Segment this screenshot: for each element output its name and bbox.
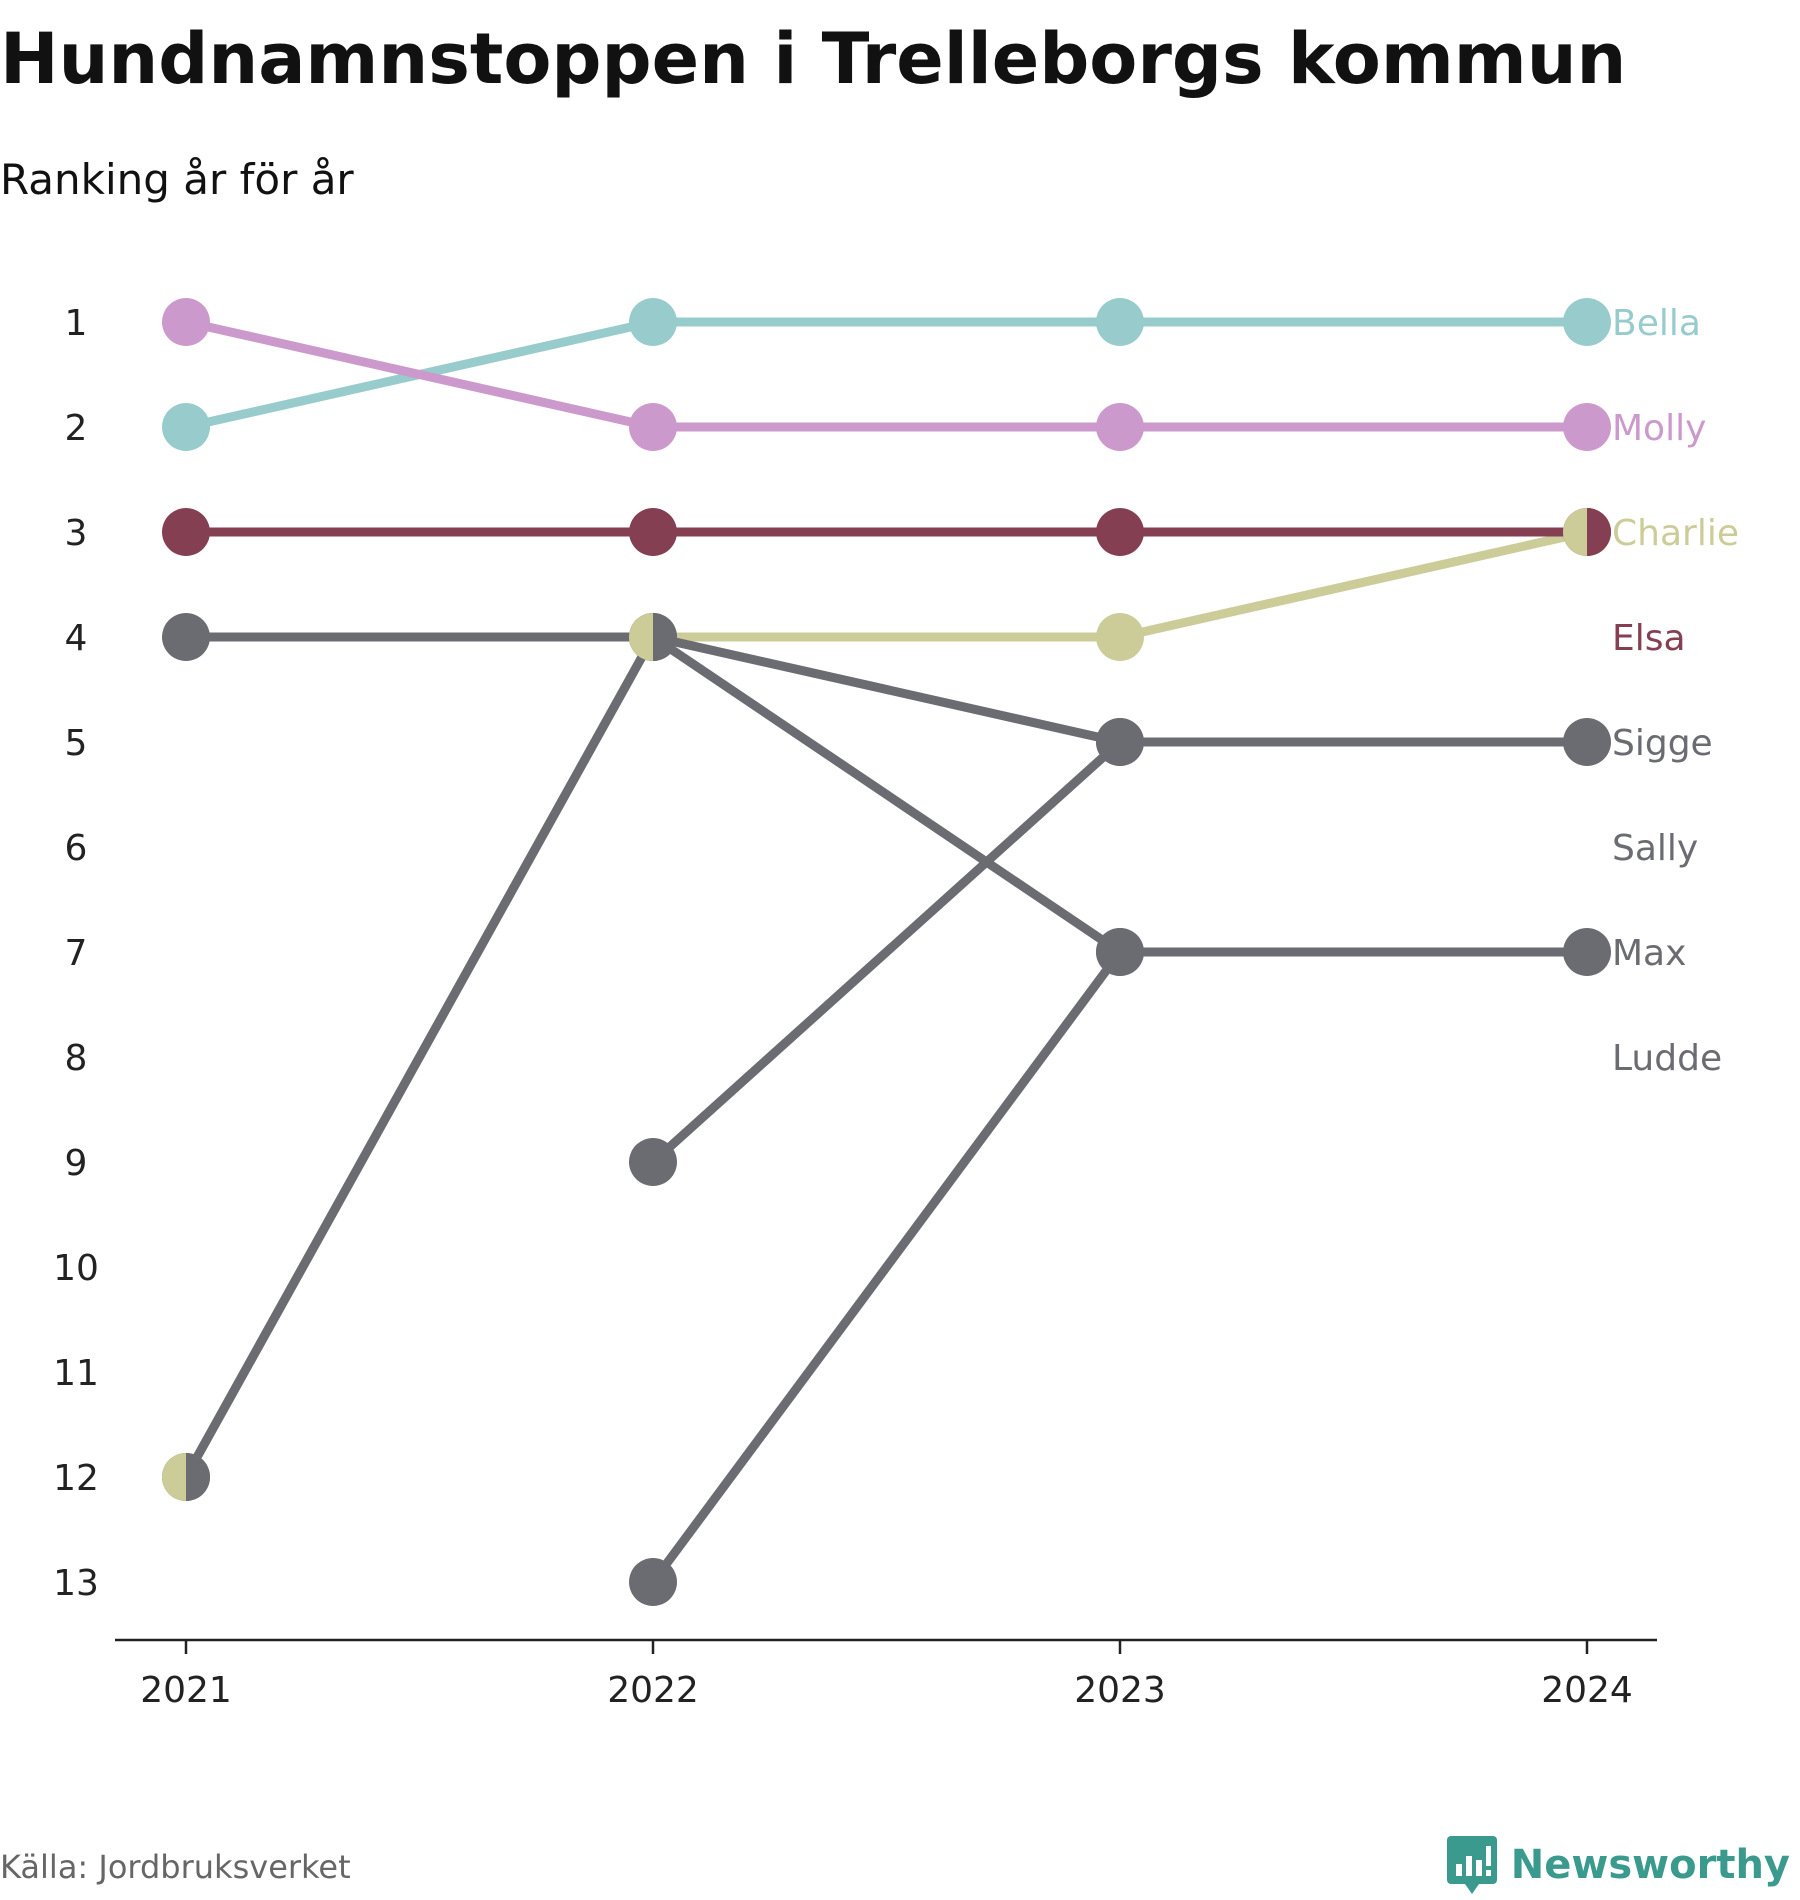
y-tick-label-6: 6 (65, 828, 88, 869)
y-tick-label-7: 7 (65, 933, 88, 974)
point-bella-2023 (1096, 298, 1144, 346)
source-note: Källa: Jordbruksverket (0, 1848, 351, 1886)
series-label-molly: Molly (1612, 408, 1706, 449)
series-line-ludde (181, 632, 1125, 1482)
series-points (162, 298, 1611, 1606)
series-line-charlie (181, 527, 1592, 1482)
point-sigge-2024 (1563, 718, 1611, 766)
y-tick-label-10: 10 (53, 1248, 99, 1289)
point-elsa-2023 (1096, 508, 1144, 556)
shared-point-right-2021-12 (186, 1453, 210, 1501)
shared-point-right-2022-4 (653, 613, 677, 661)
series-line-molly (181, 317, 1592, 432)
brand-logo: Newsworthy (1446, 1836, 1790, 1894)
series-label-sigge: Sigge (1612, 723, 1713, 764)
chart-title: Hundnamnstoppen i Trelleborgs kommun (0, 18, 1627, 100)
point-bella-2024 (1563, 298, 1611, 346)
series-label-bella: Bella (1612, 303, 1701, 344)
y-tick-label-11: 11 (53, 1353, 99, 1394)
x-tick-label-2022: 2022 (607, 1670, 699, 1711)
point-molly-2021 (162, 298, 210, 346)
point-elsa-2022 (629, 508, 677, 556)
shared-point-right-2024-3 (1587, 508, 1611, 556)
shared-point-left-2022-4 (629, 613, 653, 661)
y-tick-label-2: 2 (65, 408, 88, 449)
bar-chart-speech-bubble-icon (1446, 1836, 1497, 1894)
point-charlie-2023 (1096, 613, 1144, 661)
series-label-max: Max (1612, 933, 1686, 974)
y-tick-label-13: 13 (53, 1563, 99, 1604)
y-tick-label-12: 12 (53, 1458, 99, 1499)
point-molly-2023 (1096, 403, 1144, 451)
point-bella-2022 (629, 298, 677, 346)
series-labels: Bella Molly Charlie Elsa Sigge Sally Max Ludde (1612, 303, 1739, 1079)
point-ludde-2023 (1096, 718, 1144, 766)
point-max-2023 (1096, 928, 1144, 976)
x-axis: 2021 2022 2023 2024 (115, 1638, 1657, 1711)
point-bella-2021 (162, 403, 210, 451)
x-tick-label-2021: 2021 (140, 1670, 232, 1711)
series-label-ludde: Ludde (1612, 1038, 1722, 1079)
y-tick-label-5: 5 (65, 723, 88, 764)
x-tick-label-2023: 2023 (1074, 1670, 1166, 1711)
series-lines (181, 317, 1592, 1587)
y-tick-label-9: 9 (65, 1143, 88, 1184)
series-line-sally (181, 632, 1125, 957)
y-tick-label-8: 8 (65, 1038, 88, 1079)
series-line-bella (181, 317, 1592, 432)
y-tick-label-1: 1 (65, 303, 88, 344)
x-tick-label-2024: 2024 (1541, 1670, 1633, 1711)
point-molly-2022 (629, 403, 677, 451)
point-max-2022 (629, 1558, 677, 1606)
point-elsa-2021 (162, 508, 210, 556)
series-label-elsa: Elsa (1612, 618, 1686, 659)
chart-subtitle: Ranking år för år (0, 155, 354, 204)
point-sally-2021 (162, 613, 210, 661)
shared-point-left-2024-3 (1563, 508, 1587, 556)
series-line-max (648, 947, 1592, 1587)
brand-name: Newsworthy (1510, 1842, 1790, 1888)
series-label-sally: Sally (1612, 828, 1698, 869)
point-max-2024 (1563, 928, 1611, 976)
y-tick-label-3: 3 (65, 513, 88, 554)
series-label-charlie: Charlie (1612, 513, 1739, 554)
y-tick-label-4: 4 (65, 618, 88, 659)
point-sigge-2022 (629, 1138, 677, 1186)
shared-point-left-2021-12 (162, 1453, 186, 1501)
point-molly-2024 (1563, 403, 1611, 451)
